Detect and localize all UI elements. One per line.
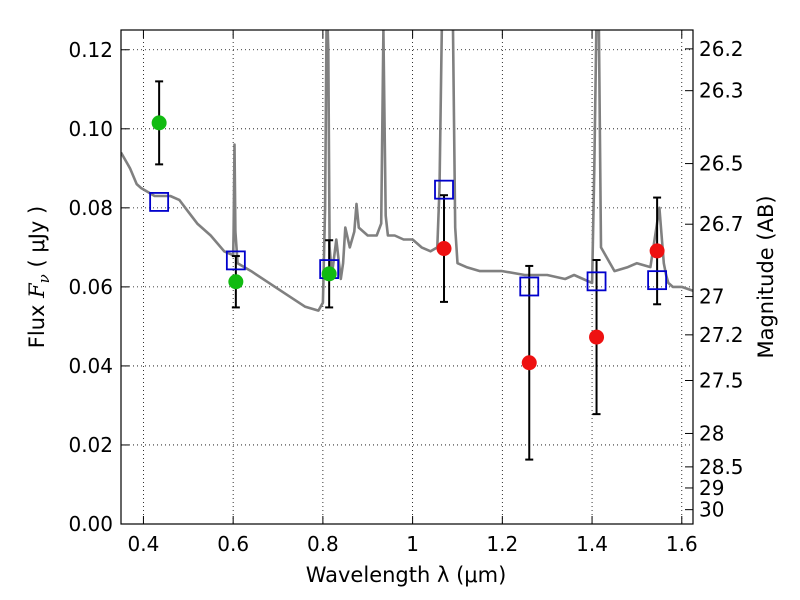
x-tick-label: 0.8 [307, 532, 339, 556]
observed-points [151, 115, 665, 371]
y-axis-label: Flux Fν ( μJy ) [25, 206, 53, 348]
y-tick-label: 0.00 [68, 512, 113, 536]
mag-tick-label: 27.2 [699, 323, 744, 347]
y-axis-label-sub: ν [35, 274, 53, 283]
x-tick-label: 1.4 [576, 532, 608, 556]
model-box [586, 271, 607, 292]
model-boxes [149, 179, 668, 297]
y-axis-label-unit: ( μJy ) [25, 206, 49, 274]
y-axis-label-prefix: Flux [25, 298, 49, 348]
y-tick-label: 0.02 [68, 433, 113, 457]
model-box [519, 276, 540, 297]
red-point [436, 241, 452, 257]
y-tick-label: 0.10 [68, 117, 113, 141]
y2-axis-label: Magnitude (AB) [754, 195, 778, 358]
spectrum-line [121, 30, 693, 312]
mag-tick-label: 27.5 [699, 369, 744, 393]
mag-tick-label: 30 [699, 498, 724, 522]
y-tick-label: 0.06 [68, 275, 113, 299]
model-box [225, 250, 246, 271]
x-tick-label: 1.2 [486, 532, 518, 556]
model-box [434, 179, 454, 200]
model-box [149, 192, 170, 212]
model-spectrum [121, 30, 693, 312]
red-point [589, 329, 605, 345]
mag-tick-label: 26.2 [699, 37, 744, 61]
x-tick-labels: 0.4 0.6 0.8 1 1.2 1.4 1.6 [128, 532, 698, 556]
red-point [649, 243, 665, 259]
axis-ticks [121, 30, 693, 525]
mag-tick-label: 27 [699, 285, 724, 309]
mag-tick-label: 26.3 [699, 79, 744, 103]
y-tick-label: 0.08 [68, 196, 113, 220]
mag-tick-label: 26.7 [699, 212, 744, 236]
y-axis-label-var: F [25, 282, 49, 299]
mag-tick-label: 29 [699, 476, 724, 500]
x-tick-label: 1 [406, 532, 419, 556]
mag-tick-label: 26.5 [699, 152, 744, 176]
green-point [321, 266, 337, 282]
x-tick-label: 0.6 [217, 532, 249, 556]
mag-tick-label: 28 [699, 421, 724, 445]
grid-lines [121, 30, 693, 525]
mag-tick-label: 28.5 [699, 455, 744, 479]
green-point [151, 115, 167, 131]
y-tick-label: 0.12 [68, 38, 113, 62]
plot-frame [120, 29, 694, 525]
green-point [228, 274, 244, 290]
x-tick-label: 1.6 [666, 532, 698, 556]
red-point [521, 355, 537, 371]
y-tick-labels: 0.00 0.02 0.04 0.06 0.08 0.10 0.12 [68, 38, 113, 536]
x-tick-label: 0.4 [128, 532, 160, 556]
model-box [647, 270, 668, 291]
x-axis-label: Wavelength λ (μm) [306, 563, 507, 587]
y-tick-label: 0.04 [68, 354, 113, 378]
errorbars [155, 80, 662, 461]
